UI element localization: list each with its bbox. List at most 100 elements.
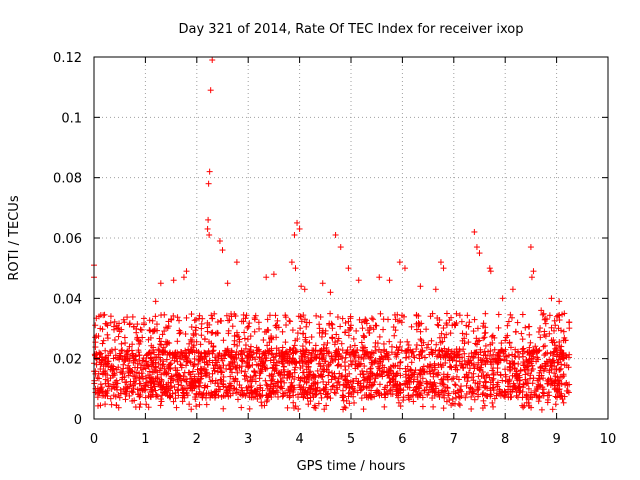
data-point-bulk [366, 384, 373, 391]
data-point-bulk [272, 322, 279, 329]
data-point-bulk [318, 394, 325, 401]
data-point-bulk [280, 390, 287, 397]
data-point-bulk [315, 400, 322, 407]
data-point-bulk [436, 393, 443, 400]
data-point-bulk [281, 379, 288, 386]
data-point-bulk [510, 380, 517, 387]
data-point-bulk [454, 387, 461, 394]
data-point-bulk [312, 391, 319, 398]
data-point-bulk [231, 355, 238, 362]
data-point-bulk [371, 393, 378, 400]
data-point-bulk [338, 340, 345, 347]
data-point-bulk [380, 356, 387, 363]
data-point-bulk [506, 339, 513, 346]
data-point-bulk [410, 378, 417, 385]
data-point-bulk [192, 327, 199, 334]
data-point-bulk [278, 358, 285, 365]
data-point-bulk [456, 358, 463, 365]
data-point-bulk [562, 352, 569, 359]
data-point-bulk [439, 380, 446, 387]
data-point-bulk [382, 353, 389, 360]
data-point-bulk [513, 371, 520, 378]
data-point-bulk [277, 371, 284, 378]
data-point-bulk [392, 316, 399, 323]
data-point [509, 286, 516, 293]
data-point-bulk [412, 386, 419, 393]
data-point [319, 280, 326, 287]
data-point-bulk [154, 374, 161, 381]
data-point-bulk [535, 381, 542, 388]
data-point-bulk [441, 394, 448, 401]
data-point-bulk [111, 384, 118, 391]
data-point-bulk [448, 376, 455, 383]
data-point-bulk [155, 351, 162, 358]
data-point-bulk [178, 364, 185, 371]
data-point-bulk [286, 393, 293, 400]
data-point-bulk [502, 371, 509, 378]
data-point-bulk [183, 314, 190, 321]
data-point-bulk [266, 312, 273, 319]
x-tick-label: 3 [244, 432, 252, 447]
data-point-bulk [132, 377, 139, 384]
data-point-bulk [237, 391, 244, 398]
data-point-bulk [332, 390, 339, 397]
data-point-bulk [197, 355, 204, 362]
data-point-bulk [183, 378, 190, 385]
data-point-bulk [301, 316, 308, 323]
data-point-bulk [482, 342, 489, 349]
data-point-bulk [400, 397, 407, 404]
data-point-bulk [390, 362, 397, 369]
data-point-bulk [452, 382, 459, 389]
data-point-bulk [152, 313, 159, 320]
data-point-bulk [459, 330, 466, 337]
data-point-bulk [113, 402, 120, 409]
data-point-bulk [153, 391, 160, 398]
data-point-bulk [345, 318, 352, 325]
data-point-bulk [161, 328, 168, 335]
data-point-bulk [421, 387, 428, 394]
data-point-bulk [162, 349, 169, 356]
data-point-bulk [346, 400, 353, 407]
data-point-bulk [305, 349, 312, 356]
data-point-bulk [528, 389, 535, 396]
data-point-bulk [334, 362, 341, 369]
data-point-bulk [331, 341, 338, 348]
data-point-bulk [317, 372, 324, 379]
data-point-bulk [397, 389, 404, 396]
data-point-bulk [299, 330, 306, 337]
data-point-bulk [529, 380, 536, 387]
data-point-bulk [139, 334, 146, 341]
data-point-bulk [92, 334, 99, 341]
data-point-bulk [333, 331, 340, 338]
data-point [180, 274, 187, 281]
data-point-bulk [211, 367, 218, 374]
data-point-bulk [111, 336, 118, 343]
data-point-bulk [525, 323, 532, 330]
data-point-bulk [482, 310, 489, 317]
data-point-bulk [226, 383, 233, 390]
data-point-bulk [352, 361, 359, 368]
data-point-bulk [425, 341, 432, 348]
data-point-bulk [342, 319, 349, 326]
data-point-bulk [507, 394, 514, 401]
data-point-bulk [265, 348, 272, 355]
data-point-bulk [453, 310, 460, 317]
data-point-bulk [245, 383, 252, 390]
data-point-bulk [241, 335, 248, 342]
data-point-bulk [173, 404, 180, 411]
data-point-bulk [147, 327, 154, 334]
data-point-bulk [502, 366, 509, 373]
data-point-bulk [551, 348, 558, 355]
data-point-bulk [533, 358, 540, 365]
data-point-bulk [358, 339, 365, 346]
data-point-bulk [526, 331, 533, 338]
data-point-bulk [438, 389, 445, 396]
data-point-bulk [104, 377, 111, 384]
data-point-bulk [102, 367, 109, 374]
data-point-bulk [197, 379, 204, 386]
data-point-bulk [173, 353, 180, 360]
data-point-bulk [359, 344, 366, 351]
data-point [473, 244, 480, 251]
data-point-bulk [455, 376, 462, 383]
data-point-bulk [396, 343, 403, 350]
